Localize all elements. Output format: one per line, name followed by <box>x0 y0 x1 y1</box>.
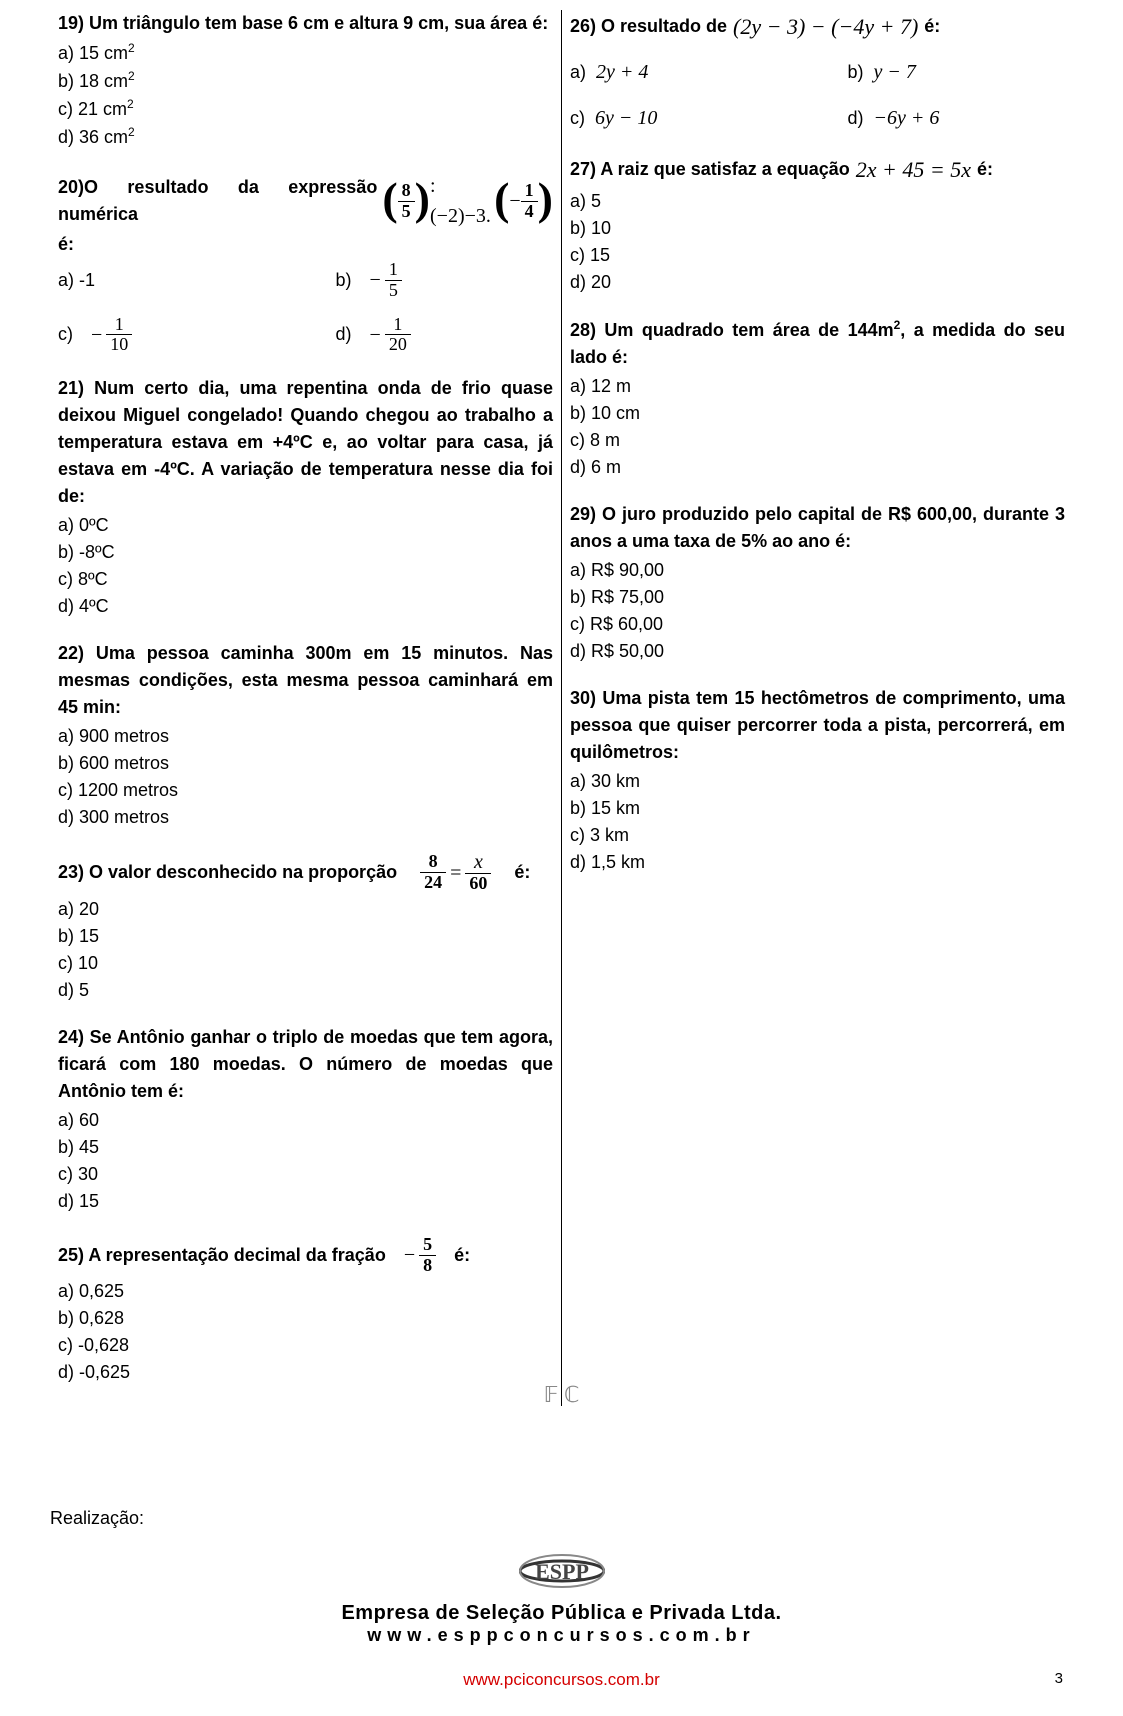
q28-opt-a: a) 12 m <box>570 373 1065 400</box>
q22-opt-b: b) 600 metros <box>58 750 553 777</box>
espp-logo-icon: ESPP <box>519 1549 605 1593</box>
q21-opt-a: a) 0ºC <box>58 512 553 539</box>
q22-text: 22) Uma pessoa caminha 300m em 15 minuto… <box>58 640 553 721</box>
q28-opt-b: b) 10 cm <box>570 400 1065 427</box>
realizacao-label: Realização: <box>50 1508 1073 1529</box>
question-27: 27) A raiz que satisfaz a equação 2x + 4… <box>570 153 1065 296</box>
q24-opt-a: a) 60 <box>58 1107 553 1134</box>
question-26: 26) O resultado de (2y − 3) − (−4y + 7) … <box>570 10 1065 133</box>
column-container: 19) Um triângulo tem base 6 cm e altura … <box>50 10 1073 1406</box>
q23-text: 23) O valor desconhecido na proporção 82… <box>58 851 553 894</box>
q27-text: 27) A raiz que satisfaz a equação 2x + 4… <box>570 153 1065 186</box>
question-21: 21) Num certo dia, uma repentina onda de… <box>58 375 553 620</box>
q23-opt-a: a) 20 <box>58 896 553 923</box>
q21-text: 21) Num certo dia, uma repentina onda de… <box>58 375 553 510</box>
q26-text: 26) O resultado de (2y − 3) − (−4y + 7) … <box>570 10 1065 43</box>
q20-opt-c: c) − 110 <box>58 315 276 356</box>
q20-opt-d: d) − 120 <box>336 315 554 356</box>
q30-opt-d: d) 1,5 km <box>570 849 1065 876</box>
q19-opt-d: d) 36 cm2 <box>58 123 553 151</box>
q25-opt-b: b) 0,628 <box>58 1305 553 1332</box>
right-column: 26) O resultado de (2y − 3) − (−4y + 7) … <box>562 10 1073 1406</box>
q20-text-post: é: <box>58 231 553 258</box>
q28-text: 28) Um quadrado tem área de 144m2, a med… <box>570 316 1065 371</box>
q26-opt-d: d) −6y + 6 <box>848 103 1066 133</box>
question-19: 19) Um triângulo tem base 6 cm e altura … <box>58 10 553 151</box>
q22-opt-c: c) 1200 metros <box>58 777 553 804</box>
q29-opt-c: c) R$ 60,00 <box>570 611 1065 638</box>
q28-opt-d: d) 6 m <box>570 454 1065 481</box>
logo-wrap: ESPP <box>50 1549 1073 1598</box>
q30-opt-c: c) 3 km <box>570 822 1065 849</box>
q19-opt-b: b) 18 cm2 <box>58 67 553 95</box>
q29-opt-b: b) R$ 75,00 <box>570 584 1065 611</box>
question-23: 23) O valor desconhecido na proporção 82… <box>58 851 553 1004</box>
q24-opt-b: b) 45 <box>58 1134 553 1161</box>
q23-opt-d: d) 5 <box>58 977 553 1004</box>
q23-opt-c: c) 10 <box>58 950 553 977</box>
q29-text: 29) O juro produzido pelo capital de R$ … <box>570 501 1065 555</box>
q25-opt-a: a) 0,625 <box>58 1278 553 1305</box>
company-url: www.esppconcursos.com.br <box>50 1625 1073 1646</box>
q21-opt-c: c) 8ºC <box>58 566 553 593</box>
q25-text: 25) A representação decimal da fração − … <box>58 1235 553 1276</box>
q20-text: 20)O resultado da expressão numérica ( 8… <box>58 171 553 231</box>
q23-opt-b: b) 15 <box>58 923 553 950</box>
q19-opt-c: c) 21 cm2 <box>58 95 553 123</box>
q26-opt-a: a) 2y + 4 <box>570 57 788 87</box>
question-20: 20)O resultado da expressão numérica ( 8… <box>58 171 553 355</box>
exam-page: 19) Um triângulo tem base 6 cm e altura … <box>0 0 1123 1716</box>
q24-opt-d: d) 15 <box>58 1188 553 1215</box>
svg-text:ESPP: ESPP <box>535 1559 589 1584</box>
q29-opt-a: a) R$ 90,00 <box>570 557 1065 584</box>
q30-text: 30) Uma pista tem 15 hectômetros de comp… <box>570 685 1065 766</box>
question-24: 24) Se Antônio ganhar o triplo de moedas… <box>58 1024 553 1215</box>
q27-opt-c: c) 15 <box>570 242 1065 269</box>
question-22: 22) Uma pessoa caminha 300m em 15 minuto… <box>58 640 553 831</box>
q21-opt-b: b) -8ºC <box>58 539 553 566</box>
question-29: 29) O juro produzido pelo capital de R$ … <box>570 501 1065 665</box>
q26-opt-c: c) 6y − 10 <box>570 103 788 133</box>
left-column: 19) Um triângulo tem base 6 cm e altura … <box>50 10 562 1406</box>
q20-opt-a: a) -1 <box>58 260 276 301</box>
q26-opt-b: b) y − 7 <box>848 57 1066 87</box>
q28-opt-c: c) 8 m <box>570 427 1065 454</box>
q20-opt-b: b) − 15 <box>336 260 554 301</box>
q27-opt-a: a) 5 <box>570 188 1065 215</box>
q25-opt-d: d) -0,625 <box>58 1359 553 1386</box>
q27-opt-d: d) 20 <box>570 269 1065 296</box>
q30-opt-a: a) 30 km <box>570 768 1065 795</box>
q24-text: 24) Se Antônio ganhar o triplo de moedas… <box>58 1024 553 1105</box>
page-number: 3 <box>1055 1670 1063 1687</box>
q22-opt-a: a) 900 metros <box>58 723 553 750</box>
bottom-bar: www.pciconcursos.com.br 3 <box>50 1670 1073 1696</box>
question-30: 30) Uma pista tem 15 hectômetros de comp… <box>570 685 1065 876</box>
q29-opt-d: d) R$ 50,00 <box>570 638 1065 665</box>
q24-opt-c: c) 30 <box>58 1161 553 1188</box>
q30-opt-b: b) 15 km <box>570 795 1065 822</box>
q22-opt-d: d) 300 metros <box>58 804 553 831</box>
company-name: Empresa de Seleção Pública e Privada Ltd… <box>50 1602 1073 1625</box>
question-25: 25) A representação decimal da fração − … <box>58 1235 553 1386</box>
q21-opt-d: d) 4ºC <box>58 593 553 620</box>
q27-opt-b: b) 10 <box>570 215 1065 242</box>
q19-opt-a: a) 15 cm2 <box>58 39 553 67</box>
question-28: 28) Um quadrado tem área de 144m2, a med… <box>570 316 1065 481</box>
q25-opt-c: c) -0,628 <box>58 1332 553 1359</box>
q19-text: 19) Um triângulo tem base 6 cm e altura … <box>58 10 553 37</box>
source-url: www.pciconcursos.com.br <box>463 1670 660 1690</box>
